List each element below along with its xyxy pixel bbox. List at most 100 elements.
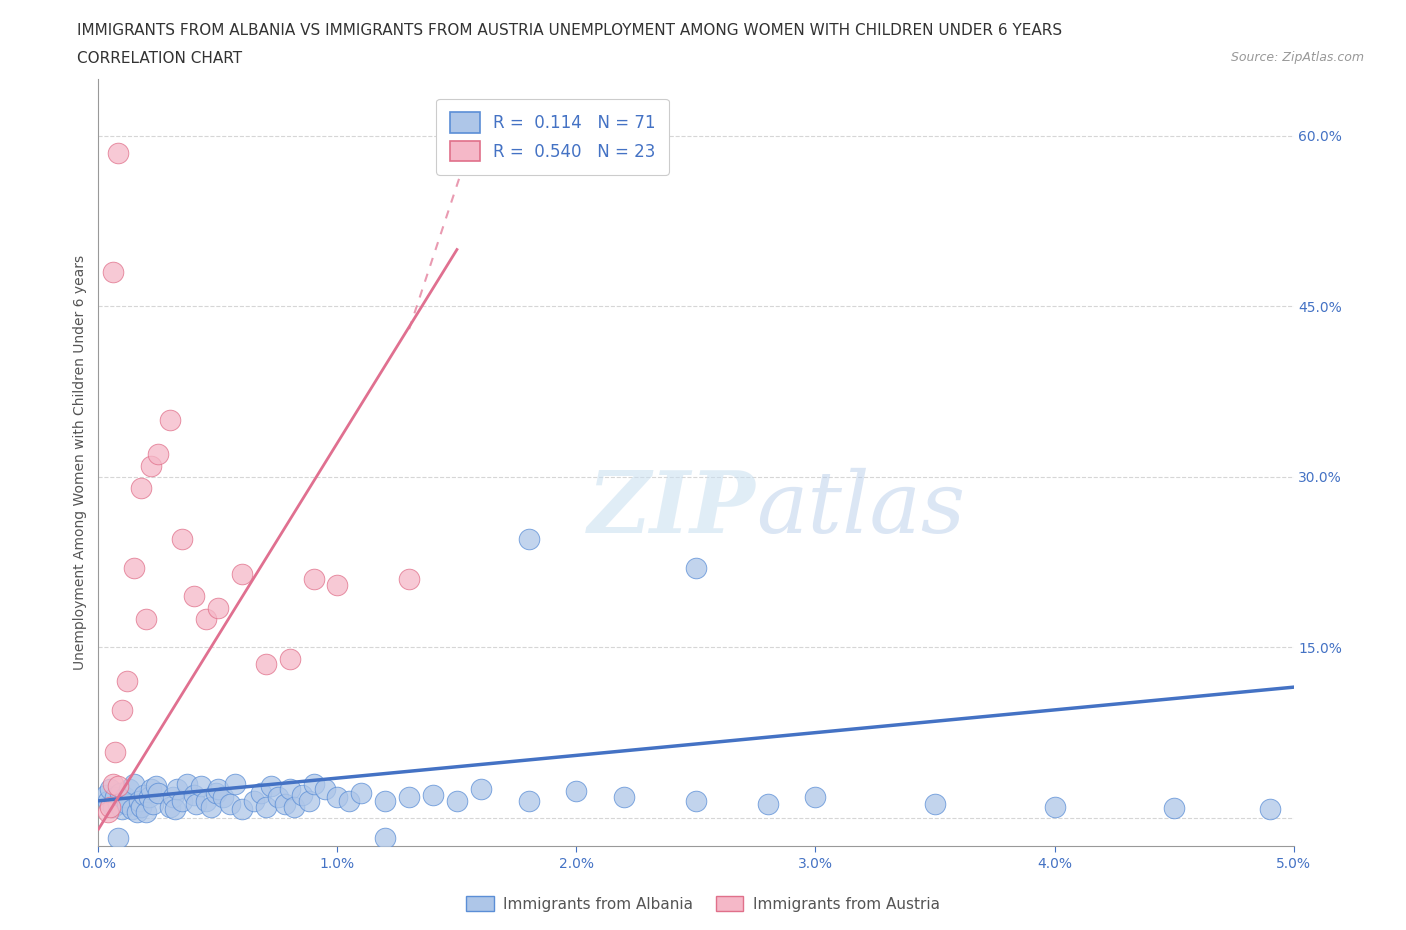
Point bbox=[118, 782, 141, 797]
Point bbox=[231, 802, 253, 817]
Point bbox=[204, 786, 226, 801]
Point bbox=[104, 745, 127, 760]
Point bbox=[132, 788, 155, 803]
Point bbox=[446, 793, 468, 808]
Point bbox=[139, 458, 162, 473]
Text: IMMIGRANTS FROM ALBANIA VS IMMIGRANTS FROM AUSTRIA UNEMPLOYMENT AMONG WOMEN WITH: IMMIGRANTS FROM ALBANIA VS IMMIGRANTS FR… bbox=[77, 23, 1063, 38]
Point bbox=[302, 572, 325, 587]
Point bbox=[195, 793, 218, 808]
Point bbox=[1043, 799, 1066, 814]
Point bbox=[267, 790, 290, 804]
Point bbox=[94, 788, 117, 803]
Point bbox=[148, 446, 170, 461]
Point bbox=[302, 777, 325, 791]
Point bbox=[398, 790, 420, 804]
Point bbox=[135, 612, 157, 627]
Point bbox=[148, 786, 170, 801]
Point bbox=[98, 799, 122, 814]
Point bbox=[166, 782, 188, 797]
Point bbox=[172, 532, 194, 547]
Point bbox=[1163, 800, 1185, 815]
Point bbox=[195, 612, 218, 627]
Point bbox=[139, 782, 162, 797]
Point bbox=[1258, 802, 1281, 817]
Point bbox=[186, 797, 208, 812]
Point bbox=[224, 777, 246, 791]
Point bbox=[162, 790, 184, 804]
Point bbox=[274, 797, 297, 812]
Point bbox=[111, 702, 134, 717]
Point bbox=[243, 793, 266, 808]
Point bbox=[211, 790, 233, 804]
Point bbox=[125, 804, 148, 819]
Point bbox=[200, 799, 222, 814]
Point bbox=[98, 782, 122, 797]
Point bbox=[231, 566, 253, 581]
Point bbox=[398, 572, 420, 587]
Point bbox=[115, 797, 138, 812]
Point bbox=[142, 797, 165, 812]
Point bbox=[250, 786, 273, 801]
Point bbox=[172, 793, 194, 808]
Point bbox=[422, 788, 444, 803]
Text: CORRELATION CHART: CORRELATION CHART bbox=[77, 51, 242, 66]
Point bbox=[159, 413, 181, 428]
Point bbox=[298, 793, 321, 808]
Point bbox=[254, 657, 277, 671]
Point bbox=[283, 799, 305, 814]
Point bbox=[131, 799, 153, 814]
Point bbox=[613, 790, 636, 804]
Point bbox=[470, 782, 492, 797]
Point bbox=[254, 799, 277, 814]
Point bbox=[114, 790, 136, 804]
Point bbox=[101, 777, 124, 791]
Point bbox=[278, 782, 301, 797]
Text: ZIP: ZIP bbox=[588, 467, 756, 551]
Point bbox=[111, 802, 134, 817]
Point bbox=[756, 797, 779, 812]
Point bbox=[97, 804, 120, 819]
Point bbox=[924, 797, 946, 812]
Point bbox=[163, 802, 186, 817]
Point bbox=[207, 600, 229, 615]
Point bbox=[374, 830, 396, 845]
Legend: Immigrants from Albania, Immigrants from Austria: Immigrants from Albania, Immigrants from… bbox=[460, 889, 946, 918]
Point bbox=[135, 804, 157, 819]
Point bbox=[101, 265, 124, 280]
Point bbox=[685, 793, 707, 808]
Text: atlas: atlas bbox=[756, 468, 965, 550]
Point bbox=[128, 793, 150, 808]
Point bbox=[183, 589, 205, 604]
Point bbox=[138, 790, 160, 804]
Point bbox=[339, 793, 361, 808]
Point bbox=[219, 797, 242, 812]
Point bbox=[190, 778, 212, 793]
Point bbox=[517, 532, 540, 547]
Point bbox=[145, 778, 167, 793]
Point bbox=[124, 777, 146, 791]
Point bbox=[176, 777, 198, 791]
Point bbox=[207, 782, 229, 797]
Point bbox=[115, 674, 138, 689]
Point bbox=[107, 778, 129, 793]
Legend: R =  0.114   N = 71, R =  0.540   N = 23: R = 0.114 N = 71, R = 0.540 N = 23 bbox=[436, 99, 669, 175]
Point bbox=[350, 786, 373, 801]
Point bbox=[107, 830, 129, 845]
Point bbox=[804, 790, 827, 804]
Point bbox=[183, 788, 205, 803]
Point bbox=[124, 561, 146, 576]
Text: Source: ZipAtlas.com: Source: ZipAtlas.com bbox=[1230, 51, 1364, 64]
Point bbox=[685, 561, 707, 576]
Point bbox=[107, 145, 129, 160]
Point bbox=[97, 793, 120, 808]
Point bbox=[326, 578, 349, 592]
Point bbox=[326, 790, 349, 804]
Point bbox=[315, 782, 337, 797]
Point bbox=[159, 799, 181, 814]
Point bbox=[108, 786, 131, 801]
Point bbox=[259, 778, 281, 793]
Point bbox=[101, 799, 124, 814]
Point bbox=[291, 788, 314, 803]
Point bbox=[131, 481, 153, 496]
Point bbox=[374, 793, 396, 808]
